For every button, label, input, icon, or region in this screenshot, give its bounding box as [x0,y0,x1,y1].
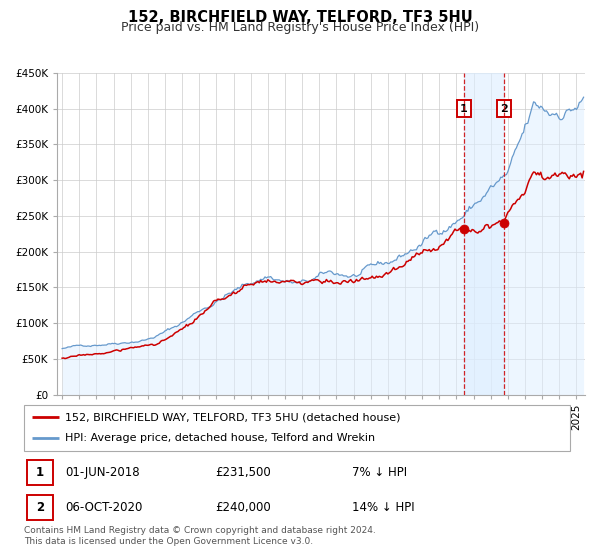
Text: 06-OCT-2020: 06-OCT-2020 [65,501,142,514]
Text: 2: 2 [36,501,44,514]
Text: Price paid vs. HM Land Registry's House Price Index (HPI): Price paid vs. HM Land Registry's House … [121,21,479,34]
Text: 152, BIRCHFIELD WAY, TELFORD, TF3 5HU (detached house): 152, BIRCHFIELD WAY, TELFORD, TF3 5HU (d… [65,412,400,422]
Text: 1: 1 [460,104,467,114]
Text: 14% ↓ HPI: 14% ↓ HPI [352,501,414,514]
Text: £240,000: £240,000 [215,501,271,514]
Text: 1: 1 [36,466,44,479]
Text: 152, BIRCHFIELD WAY, TELFORD, TF3 5HU: 152, BIRCHFIELD WAY, TELFORD, TF3 5HU [128,10,472,25]
FancyBboxPatch shape [27,494,53,520]
Text: HPI: Average price, detached house, Telford and Wrekin: HPI: Average price, detached house, Telf… [65,433,375,444]
Text: £231,500: £231,500 [215,466,271,479]
FancyBboxPatch shape [27,460,53,486]
Text: Contains HM Land Registry data © Crown copyright and database right 2024.
This d: Contains HM Land Registry data © Crown c… [24,526,376,546]
Bar [464,73,504,395]
Text: 7% ↓ HPI: 7% ↓ HPI [352,466,407,479]
FancyBboxPatch shape [24,405,570,451]
Text: 01-JUN-2018: 01-JUN-2018 [65,466,140,479]
Text: 2: 2 [500,104,508,114]
